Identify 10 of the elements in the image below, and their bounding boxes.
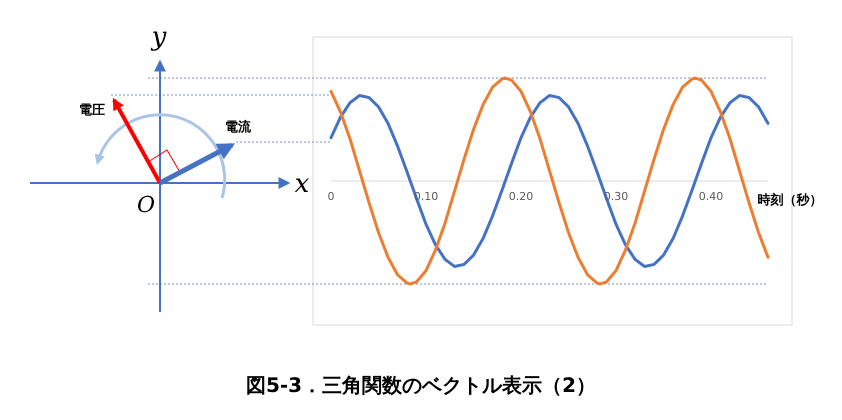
- text: O: [136, 193, 156, 218]
- text: y: [150, 22, 167, 52]
- text: 電圧: [79, 103, 105, 118]
- text: x: [294, 169, 310, 199]
- text: 電流: [225, 119, 252, 135]
- x-tick-label: 0.40: [698, 190, 724, 203]
- x-tick-label: 0.20: [508, 190, 534, 203]
- text: 図5-3．三角関数のベクトル表示（2）: [246, 373, 596, 397]
- x-axis-title: 時刻（秒）: [758, 192, 822, 208]
- x-tick-label: 0: [328, 190, 334, 203]
